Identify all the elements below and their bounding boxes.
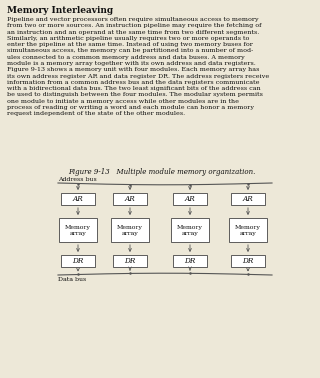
Bar: [231, 255, 265, 267]
Text: Address bus: Address bus: [58, 177, 97, 182]
Text: Memory Interleaving: Memory Interleaving: [7, 6, 113, 15]
Bar: [229, 218, 267, 242]
Text: DR: DR: [124, 257, 136, 265]
Text: Data bus: Data bus: [58, 277, 86, 282]
Text: array: array: [122, 231, 138, 235]
Text: array: array: [240, 231, 256, 235]
Text: array: array: [182, 231, 198, 235]
Bar: [173, 193, 207, 205]
Text: DR: DR: [72, 257, 84, 265]
Bar: [231, 193, 265, 205]
Bar: [173, 255, 207, 267]
Text: AR: AR: [185, 195, 196, 203]
Text: DR: DR: [184, 257, 196, 265]
Text: array: array: [70, 231, 86, 235]
Text: Memory: Memory: [65, 225, 91, 230]
Bar: [61, 255, 95, 267]
Bar: [171, 218, 209, 242]
Bar: [59, 218, 97, 242]
Text: DR: DR: [242, 257, 254, 265]
Bar: [111, 218, 149, 242]
Text: Memory: Memory: [117, 225, 143, 230]
Text: Pipeline and vector processors often require simultaneous access to memory
from : Pipeline and vector processors often req…: [7, 17, 269, 116]
Text: AR: AR: [73, 195, 84, 203]
Text: Memory: Memory: [235, 225, 261, 230]
Bar: [113, 255, 147, 267]
Text: Memory: Memory: [177, 225, 203, 230]
Text: AR: AR: [124, 195, 135, 203]
Bar: [113, 193, 147, 205]
Bar: [61, 193, 95, 205]
Text: AR: AR: [243, 195, 253, 203]
Text: Figure 9-13   Multiple module memory organization.: Figure 9-13 Multiple module memory organ…: [68, 168, 256, 176]
